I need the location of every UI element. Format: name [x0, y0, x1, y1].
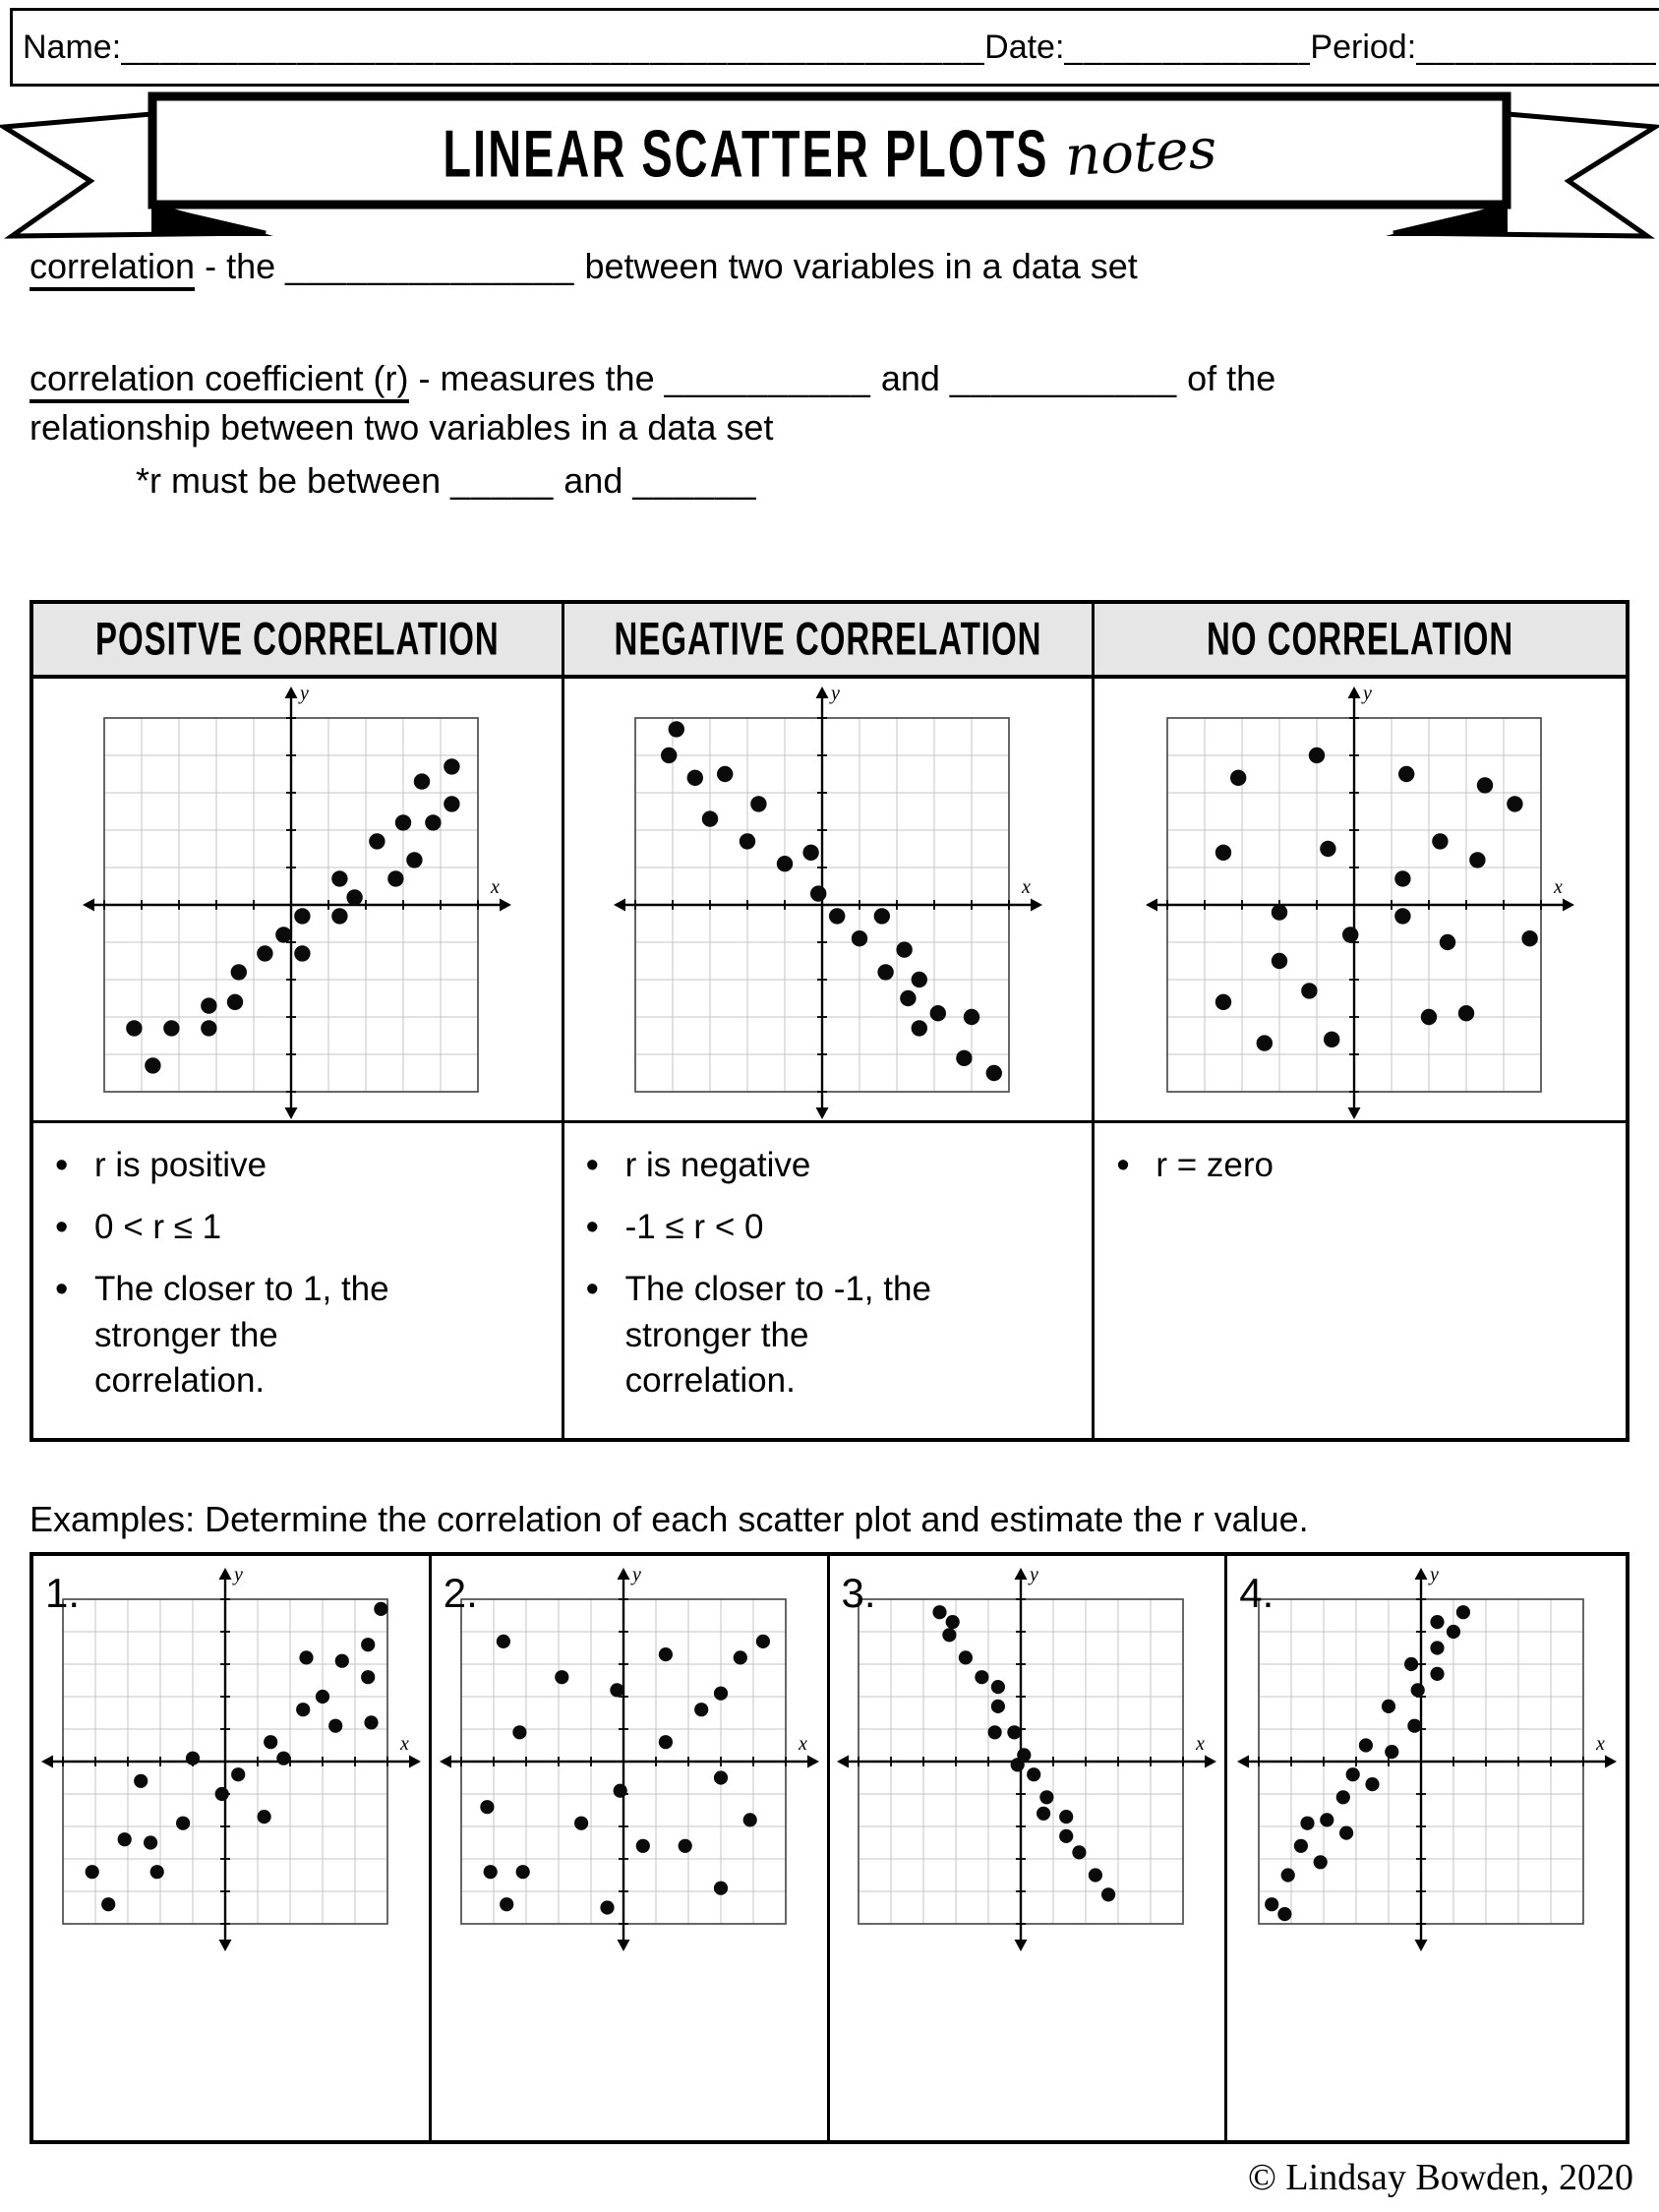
example-number-4: 4.	[1239, 1570, 1274, 1616]
positive-correlation-notes: r is positive 0 < r ≤ 1 The closer to 1,…	[33, 1123, 564, 1438]
bullet-item: The closer to -1, the stronger the corre…	[578, 1265, 965, 1404]
name-label: Name:	[23, 28, 122, 66]
page-title: LINEAR SCATTER PLOTS notes	[148, 96, 1511, 209]
no-correlation-notes: r = zero	[1095, 1123, 1626, 1438]
correlation-term: correlation	[30, 246, 196, 291]
correlation-end-text: between two variables in a data set	[574, 246, 1138, 286]
header-negative-correlation: NEGATIVE CORRELATION	[563, 604, 1096, 679]
date-label: Date:	[984, 28, 1065, 66]
svg-text:x: x	[490, 876, 500, 898]
bullet-item: The closer to 1, the stronger the correl…	[47, 1265, 434, 1404]
bullet-item: 0 < r ≤ 1	[47, 1203, 434, 1252]
name-date-period-bar: Name: __________________________________…	[10, 8, 1659, 87]
header-positive-correlation: POSITVE CORRELATION	[33, 604, 564, 679]
page-title-main: LINEAR SCATTER PLOTS	[443, 114, 1049, 191]
coefficient-and-text: and	[870, 358, 950, 398]
coefficient-blank-1: __________	[664, 358, 871, 398]
svg-text:y: y	[232, 1564, 243, 1585]
header-positive-label: POSITVE CORRELATION	[94, 613, 500, 665]
definition-coefficient-line2: relationship between two variables in a …	[30, 407, 774, 448]
period-blank: ____________________	[1416, 28, 1656, 66]
svg-text:y: y	[1028, 1564, 1038, 1585]
correlation-blank: ______________	[285, 246, 575, 286]
copyright-notice: © Lindsay Bowden, 2020	[1248, 2157, 1633, 2198]
example-number-1: 1.	[45, 1570, 81, 1616]
header-negative-label: NEGATIVE CORRELATION	[614, 613, 1042, 665]
r-range-note: *r must be between _____ and ______	[30, 460, 1659, 502]
header-no-correlation: NO CORRELATION	[1095, 604, 1626, 679]
svg-text:y: y	[829, 683, 840, 704]
svg-text:x: x	[798, 1733, 807, 1755]
definition-coefficient-line1: correlation coefficient (r) - measures t…	[30, 358, 1632, 403]
svg-text:x: x	[1021, 876, 1031, 898]
svg-text:x: x	[1195, 1733, 1205, 1755]
ribbon-left-fold	[151, 203, 273, 236]
coefficient-mid-text: - measures the	[408, 358, 665, 398]
ribbon-right-fold	[1386, 203, 1508, 236]
r-note-blank-2: ______	[632, 460, 757, 501]
scatter-plot-svg: yx	[1146, 683, 1575, 1119]
example-number-3: 3.	[841, 1570, 876, 1616]
period-label: Period:	[1310, 28, 1417, 66]
coefficient-blank-2: ___________	[949, 358, 1178, 398]
svg-text:y: y	[1361, 683, 1372, 704]
bullet-item: r is negative	[578, 1141, 965, 1190]
correlation-mid-text: - the	[195, 246, 286, 286]
svg-text:x: x	[399, 1733, 409, 1755]
r-note-blank-1: _____	[450, 460, 555, 501]
r-note-text: *r must be between	[136, 460, 451, 501]
scatter-plot-svg: yx	[1236, 1564, 1617, 1951]
page-title-script: notes	[1062, 116, 1218, 189]
name-blank: ________________________________________…	[121, 28, 985, 66]
ribbon-banner	[0, 91, 1659, 239]
examples-instruction: Examples: Determine the correlation of e…	[30, 1499, 1309, 1539]
coefficient-end-text: of the	[1177, 358, 1276, 398]
svg-text:y: y	[1428, 1564, 1439, 1585]
svg-text:x: x	[1595, 1733, 1605, 1755]
example-number-2: 2.	[443, 1570, 478, 1616]
svg-text:y: y	[630, 1564, 641, 1585]
bullet-item: r is positive	[47, 1141, 434, 1190]
coefficient-term: correlation coefficient (r)	[30, 358, 409, 403]
bullet-item: -1 ≤ r < 0	[578, 1203, 965, 1252]
date-blank: ____________________	[1064, 28, 1310, 66]
negative-bullet-list: r is negative -1 ≤ r < 0 The closer to -…	[578, 1141, 1075, 1404]
scatter-plot-svg: yx	[83, 683, 512, 1119]
scatter-plot-svg: yx	[837, 1564, 1217, 1951]
negative-correlation-notes: r is negative -1 ≤ r < 0 The closer to -…	[564, 1123, 1096, 1438]
header-none-label: NO CORRELATION	[1207, 613, 1514, 665]
none-bullet-list: r = zero	[1108, 1141, 1608, 1190]
positive-bullet-list: r is positive 0 < r ≤ 1 The closer to 1,…	[47, 1141, 544, 1404]
svg-text:x: x	[1553, 876, 1563, 898]
r-note-and-text: and	[554, 460, 633, 501]
bullet-item: r = zero	[1108, 1141, 1495, 1190]
scatter-plot-svg: yx	[439, 1564, 819, 1951]
svg-text:y: y	[298, 683, 309, 704]
correlation-notes-table: POSITVE CORRELATION NEGATIVE CORRELATION…	[30, 600, 1629, 1442]
ribbon-box	[148, 91, 1511, 209]
scatter-plot-svg: yx	[613, 683, 1042, 1119]
definition-correlation: correlation - the ______________ between…	[30, 246, 1632, 291]
scatter-plot-svg: yx	[40, 1564, 421, 1951]
